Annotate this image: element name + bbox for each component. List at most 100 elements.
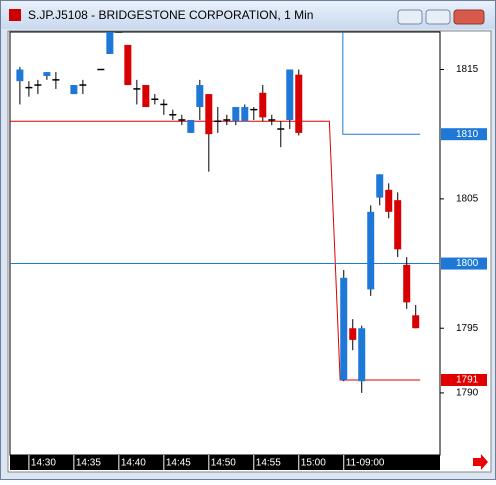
price-marker — [441, 128, 487, 141]
candle — [34, 79, 42, 95]
candle-body — [34, 84, 42, 86]
candle-body — [367, 211, 375, 290]
candle-body — [124, 44, 132, 86]
candle — [16, 66, 24, 105]
candle — [376, 174, 384, 206]
candle — [169, 109, 177, 120]
candle — [295, 69, 303, 136]
candle-body — [196, 85, 204, 108]
price-marker-label: 1800 — [456, 258, 479, 269]
candle-body — [277, 128, 285, 130]
candle — [52, 72, 60, 89]
candle-body — [142, 85, 150, 108]
candle-body — [403, 264, 411, 303]
x-tick-label: 14:30 — [31, 458, 56, 469]
plot-area — [9, 31, 441, 456]
candle — [358, 325, 366, 393]
candle — [160, 99, 168, 115]
candle — [79, 79, 87, 95]
price-marker — [441, 257, 487, 270]
candle — [106, 32, 114, 54]
candle — [25, 81, 33, 97]
y-tick-label: 1805 — [456, 194, 479, 205]
x-axis-bar — [10, 455, 440, 470]
close-button[interactable] — [453, 9, 485, 25]
candle — [70, 85, 78, 95]
candle — [178, 114, 186, 126]
plot — [10, 32, 440, 393]
candle — [97, 68, 105, 71]
price-marker — [441, 373, 487, 386]
candle — [403, 257, 411, 309]
candle-body — [43, 72, 51, 76]
candle — [142, 85, 150, 108]
candle-body — [205, 94, 213, 135]
candle — [187, 119, 195, 133]
candle-body — [70, 85, 78, 95]
candle-body — [187, 119, 195, 133]
x-tick-label: 14:45 — [166, 458, 191, 469]
candle-body — [286, 69, 294, 120]
candle — [115, 32, 123, 33]
maximize-button[interactable] — [425, 9, 451, 25]
candle — [340, 270, 348, 382]
candle — [205, 94, 213, 172]
candle-body — [250, 108, 258, 111]
scroll-arrow[interactable] — [473, 454, 488, 470]
x-tick-label: 15:00 — [301, 458, 326, 469]
candle-body — [241, 107, 249, 122]
x-tick-label: 14:55 — [256, 458, 281, 469]
candle — [133, 79, 141, 105]
candle-body — [52, 79, 60, 81]
candle — [259, 85, 267, 122]
x-tick-label: 14:50 — [211, 458, 236, 469]
candle-body — [232, 107, 240, 122]
candle-body — [178, 119, 186, 121]
candle-body — [169, 114, 177, 116]
y-tick-label: 1790 — [456, 388, 479, 399]
candle-body — [394, 200, 402, 250]
candle-body — [79, 84, 87, 86]
minimize-button[interactable] — [397, 9, 423, 25]
candle — [196, 79, 204, 120]
candle-body — [214, 120, 222, 123]
level-line — [10, 120, 421, 381]
candle-body — [268, 119, 276, 121]
x-tick-label: 11-09:00 — [346, 458, 385, 469]
price-marker-label: 1810 — [456, 129, 479, 140]
price-marker-label: 1791 — [456, 375, 479, 386]
candle-body — [223, 119, 231, 121]
y-tick-label: 1795 — [456, 323, 479, 334]
window-title: S.JP.J5108 - BRIDGESTONE CORPORATION, 1 … — [28, 8, 313, 22]
candle — [286, 69, 294, 130]
candle-body — [340, 277, 348, 380]
candle-body — [295, 74, 303, 133]
candle-body — [133, 88, 141, 90]
candle — [151, 94, 159, 105]
candle — [367, 205, 375, 296]
candle-body — [358, 328, 366, 382]
candle-body — [160, 103, 168, 106]
candle — [277, 121, 285, 148]
candle-body — [349, 328, 357, 340]
candle — [241, 104, 249, 122]
candle — [232, 107, 240, 126]
candle — [412, 304, 420, 329]
x-tick-label: 14:35 — [76, 458, 101, 469]
candle-body — [376, 174, 384, 198]
candle-body — [97, 68, 105, 71]
candle — [349, 319, 357, 351]
candle — [394, 192, 402, 258]
candle-body — [385, 189, 393, 212]
content: 1790 1795 1805 1815 14:30 14:35 14:40 14:45 14:5… — [10, 32, 487, 470]
candle-body — [151, 98, 159, 101]
candle — [124, 44, 132, 86]
candle — [223, 114, 231, 126]
level-line — [342, 32, 421, 135]
y-tick-label: 1815 — [456, 64, 479, 75]
app-icon — [9, 9, 21, 21]
candle — [268, 114, 276, 126]
x-tick-label: 14:40 — [121, 458, 146, 469]
